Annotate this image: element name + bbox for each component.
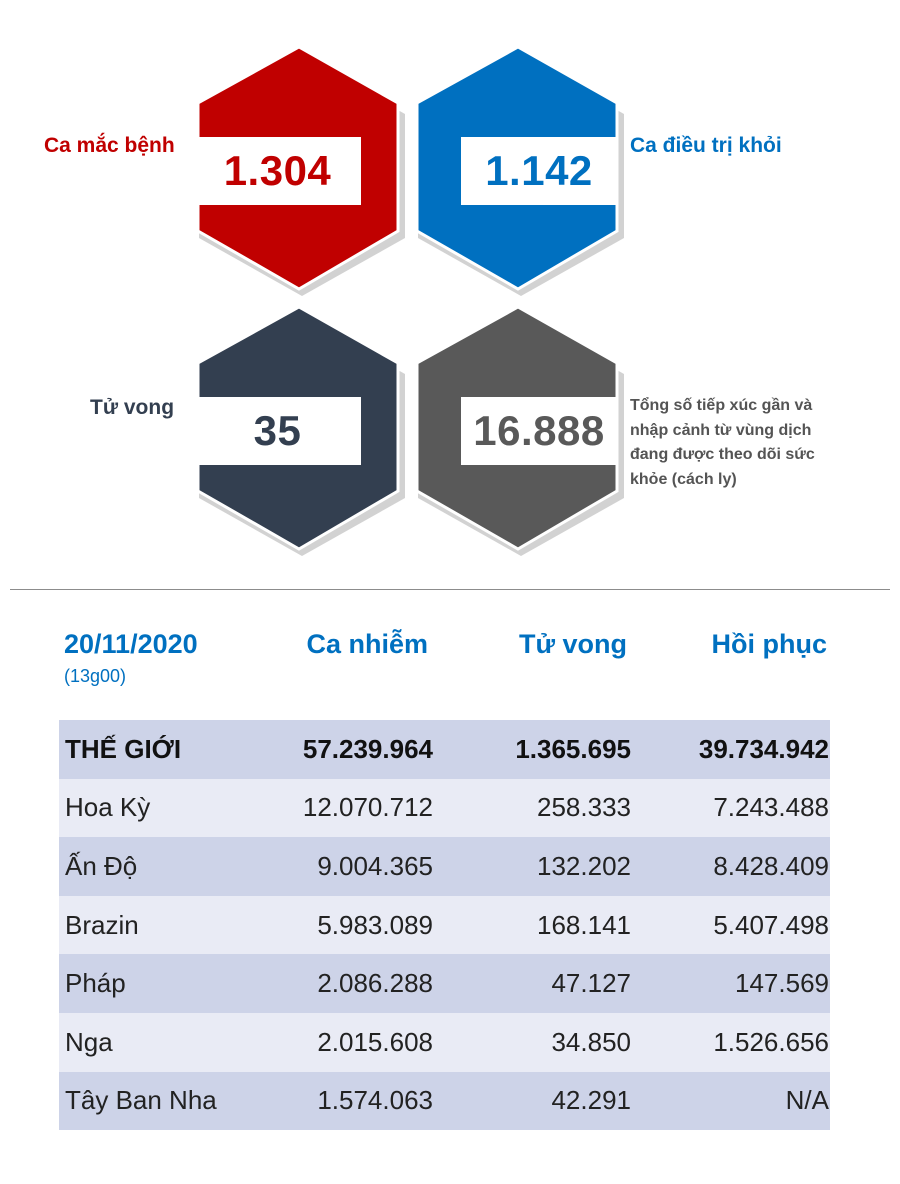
table-row: Ấn Độ 9.004.365 132.202 8.428.409 — [59, 837, 830, 896]
header-recovered: Hồi phục — [711, 629, 828, 659]
recovered-cell: 8.428.409 — [713, 850, 829, 881]
table-row-world: THẾ GIỚI 57.239.964 1.365.695 39.734.942 — [59, 720, 830, 779]
cases-cell: 1.574.063 — [317, 1085, 433, 1116]
table-date: 20/11/2020 — [64, 629, 198, 659]
cases-cell: 57.239.964 — [302, 733, 433, 764]
table-row: Nga 2.015.608 34.850 1.526.656 — [59, 1012, 830, 1072]
country-name: Pháp — [65, 968, 126, 999]
deaths-cell: 168.141 — [537, 909, 631, 940]
recovered-value: 1.142 — [461, 137, 617, 205]
recovered-label: Ca điều trị khỏi — [630, 134, 782, 157]
deaths-cell: 1.365.695 — [515, 733, 631, 764]
recovered-hexagon: 1.142 — [413, 45, 624, 296]
cases-cell: 9.004.365 — [317, 850, 433, 881]
recovered-cell: 1.526.656 — [713, 1026, 829, 1057]
recovered-cell: 39.734.942 — [698, 733, 829, 764]
deaths-label: Tử vong — [90, 396, 175, 419]
table-row: Pháp 2.086.288 47.127 147.569 — [59, 954, 830, 1013]
cases-hexagon: 1.304 — [194, 45, 405, 296]
monitored-label: Tổng số tiếp xúc gần và nhập cảnh từ vùn… — [630, 397, 815, 488]
deaths-cell: 258.333 — [537, 792, 631, 823]
country-table: THẾ GIỚI 57.239.964 1.365.695 39.734.942… — [59, 720, 830, 1131]
recovered-cell: 5.407.498 — [713, 909, 829, 940]
recovered-cell: 7.243.488 — [713, 792, 829, 823]
table-row: Brazin 5.983.089 168.141 5.407.498 — [59, 895, 830, 955]
table-row: Hoa Kỳ 12.070.712 258.333 7.243.488 — [59, 778, 830, 838]
monitored-value: 16.888 — [461, 397, 617, 465]
cases-cell: 2.086.288 — [317, 968, 433, 999]
recovered-cell: N/A — [785, 1085, 829, 1116]
section-divider — [10, 589, 890, 590]
country-name: Ấn Độ — [65, 850, 138, 881]
deaths-hexagon: 35 — [194, 305, 405, 556]
cases-cell: 5.983.089 — [317, 909, 433, 940]
country-name: Nga — [65, 1026, 113, 1057]
deaths-value: 35 — [194, 397, 361, 465]
header-cases: Ca nhiễm — [306, 629, 428, 659]
country-name: Brazin — [65, 909, 139, 940]
country-name: THẾ GIỚI — [65, 733, 182, 764]
monitored-hexagon: 16.888 — [413, 305, 624, 556]
header-deaths: Tử vong — [518, 629, 627, 659]
country-name: Tây Ban Nha — [65, 1085, 217, 1116]
cases-cell: 12.070.712 — [302, 792, 433, 823]
deaths-cell: 132.202 — [537, 850, 631, 881]
cases-value: 1.304 — [194, 137, 361, 205]
table-row: Tây Ban Nha 1.574.063 42.291 N/A — [59, 1071, 830, 1131]
country-name: Hoa Kỳ — [65, 792, 151, 823]
recovered-cell: 147.569 — [735, 968, 829, 999]
cases-label: Ca mắc bệnh — [44, 134, 175, 157]
cases-cell: 2.015.608 — [317, 1026, 433, 1057]
deaths-cell: 42.291 — [551, 1085, 631, 1116]
deaths-cell: 34.850 — [551, 1026, 631, 1057]
deaths-cell: 47.127 — [551, 968, 631, 999]
table-time: (13g00) — [64, 666, 127, 686]
